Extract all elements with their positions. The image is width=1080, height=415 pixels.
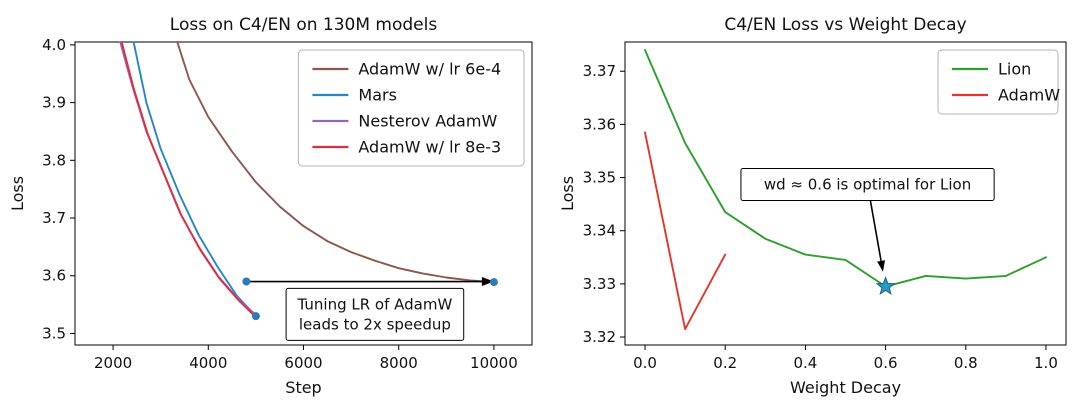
svg-text:3.35: 3.35	[583, 169, 616, 187]
svg-text:0.8: 0.8	[954, 354, 978, 372]
svg-text:Nesterov AdamW: Nesterov AdamW	[358, 112, 497, 131]
svg-text:wd ≈ 0.6 is optimal for Lion: wd ≈ 0.6 is optimal for Lion	[764, 175, 971, 193]
right-chart-svg: C4/EN Loss vs Weight Decay 0.0 0.2 0.4 0.6 0.…	[540, 0, 1080, 415]
svg-text:Loss: Loss	[558, 176, 577, 211]
svg-text:Loss: Loss	[8, 176, 27, 211]
right-chart: C4/EN Loss vs Weight Decay 0.0 0.2 0.4 0.6 0.…	[540, 0, 1080, 415]
svg-text:3.8: 3.8	[42, 151, 66, 169]
svg-text:0.6: 0.6	[874, 354, 898, 372]
svg-text:leads to 2x speedup: leads to 2x speedup	[299, 315, 451, 333]
svg-text:3.6: 3.6	[42, 267, 66, 285]
svg-text:1.0: 1.0	[1034, 354, 1058, 372]
svg-text:3.34: 3.34	[583, 222, 616, 240]
svg-text:0.0: 0.0	[633, 354, 657, 372]
svg-text:4000: 4000	[189, 354, 227, 372]
svg-text:Lion: Lion	[998, 60, 1031, 79]
svg-text:0.4: 0.4	[793, 354, 817, 372]
svg-text:3.37: 3.37	[583, 62, 616, 80]
svg-text:10000: 10000	[470, 354, 518, 372]
svg-text:AdamW: AdamW	[998, 86, 1060, 105]
svg-text:3.9: 3.9	[42, 94, 66, 112]
left-chart: Loss on C4/EN on 130M models 2000 4000 6000…	[8, 15, 533, 397]
svg-text:3.7: 3.7	[42, 209, 66, 227]
svg-text:Tuning LR of AdamW: Tuning LR of AdamW	[297, 295, 453, 313]
svg-text:3.32: 3.32	[583, 328, 616, 346]
svg-text:AdamW w/ lr 6e-4: AdamW w/ lr 6e-4	[358, 60, 501, 79]
svg-text:AdamW w/ lr 8e-3: AdamW w/ lr 8e-3	[358, 138, 501, 157]
svg-text:3.36: 3.36	[583, 115, 616, 133]
svg-text:2000: 2000	[94, 354, 132, 372]
svg-text:C4/EN Loss vs Weight Decay: C4/EN Loss vs Weight Decay	[724, 15, 966, 35]
svg-text:Step: Step	[285, 378, 321, 397]
svg-text:Loss on C4/EN on 130M models: Loss on C4/EN on 130M models	[170, 15, 438, 35]
svg-text:6000: 6000	[284, 354, 322, 372]
svg-text:4.0: 4.0	[42, 36, 66, 54]
svg-text:8000: 8000	[380, 354, 418, 372]
svg-text:0.2: 0.2	[713, 354, 737, 372]
svg-text:Weight Decay: Weight Decay	[790, 378, 901, 397]
left-chart-svg: Loss on C4/EN on 130M models 2000 4000 6000…	[8, 15, 533, 397]
svg-text:3.33: 3.33	[583, 275, 616, 293]
svg-text:Mars: Mars	[358, 86, 397, 105]
svg-text:3.5: 3.5	[42, 324, 66, 342]
